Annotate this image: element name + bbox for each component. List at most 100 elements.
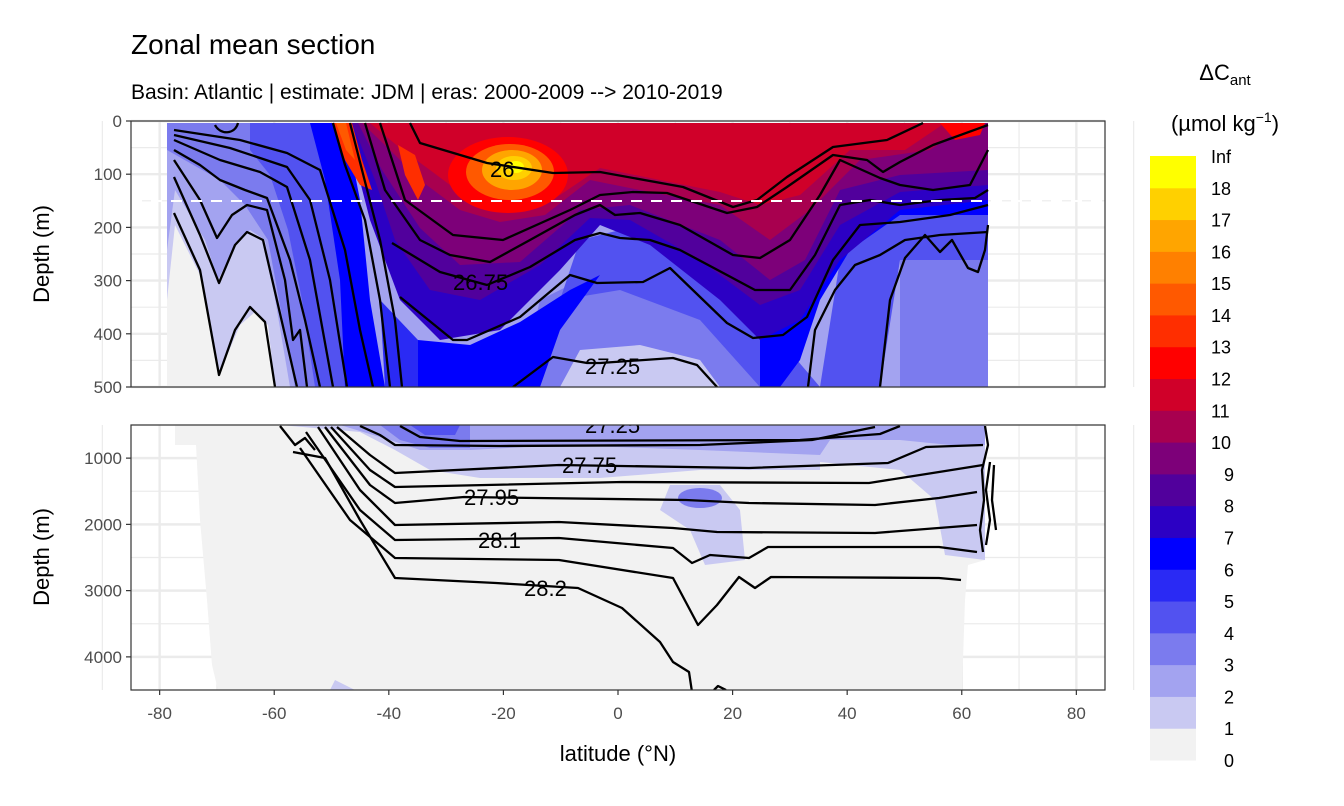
x-tick-label: -20	[491, 704, 516, 723]
contour-line-27-95	[324, 426, 978, 507]
legend-color-key	[1150, 537, 1196, 570]
contour-line-27-25	[512, 355, 718, 387]
fill-0-1	[167, 225, 275, 387]
x-tick-label: 0	[613, 704, 622, 723]
fill-1-2	[660, 485, 745, 565]
legend-color-key	[1150, 601, 1196, 634]
y-tick-label: 100	[94, 165, 122, 184]
x-tick-label: -60	[262, 704, 287, 723]
contour-label: 27.25	[585, 413, 640, 438]
contour-line	[978, 425, 990, 553]
y-tick-label: 500	[94, 378, 122, 397]
legend-break-label: 14	[1211, 306, 1231, 326]
fill-6-7	[310, 123, 385, 387]
contour-line	[331, 122, 392, 387]
legend-title: ΔCant	[1199, 60, 1251, 89]
contour-line	[359, 425, 876, 448]
contour-label: 26	[490, 157, 514, 182]
contour-label: 26.75	[453, 270, 508, 295]
contour-line	[172, 212, 277, 387]
legend-break-label: 16	[1211, 242, 1231, 262]
legend-break-label: 11	[1211, 401, 1230, 421]
contour-line	[172, 176, 299, 387]
legend-color-key	[1150, 505, 1196, 538]
contour-line	[363, 122, 990, 264]
legend-break-label: 3	[1224, 656, 1234, 676]
contour-line	[299, 447, 962, 627]
legend-color-key	[1150, 473, 1196, 507]
legend-break-label: 2	[1224, 687, 1234, 707]
fill-1-2	[280, 425, 985, 560]
lower-panel: 27.25 27.75 27.95 28.1 28.2	[101, 413, 1135, 691]
legend-color-key	[1150, 187, 1196, 221]
fill-4-5	[410, 425, 460, 435]
contour-line-26-75	[391, 189, 989, 292]
contour-line	[399, 203, 989, 342]
fill-3-4	[678, 488, 722, 508]
fill-5-6	[380, 300, 418, 387]
legend-color-key	[1150, 410, 1196, 443]
fill-12-13	[940, 123, 985, 140]
contour-line	[378, 122, 989, 242]
fill-13-14	[398, 145, 425, 200]
legend-color-key	[1150, 219, 1196, 252]
legend-color-key	[1150, 696, 1196, 729]
lower-density-contours	[279, 425, 998, 690]
legend-color-key	[1150, 442, 1196, 475]
x-tick-label: 40	[838, 704, 857, 723]
contour-label: 27.75	[562, 453, 617, 478]
y-tick-label: 400	[94, 325, 122, 344]
y-tick-label: 200	[94, 218, 122, 237]
contour-line	[878, 224, 990, 387]
contour-line	[990, 464, 998, 531]
contour-line-28-2	[292, 450, 693, 690]
fill-1-2	[330, 680, 355, 690]
x-tick-label: 20	[723, 704, 742, 723]
y-tick-label: 1000	[84, 449, 122, 468]
x-tick-label: -80	[147, 704, 172, 723]
legend-break-label: Inf	[1211, 147, 1232, 167]
contour-line	[173, 138, 335, 387]
fill-4-5	[560, 225, 820, 387]
legend-break-label: 4	[1224, 624, 1234, 644]
legend-break-label: 9	[1224, 465, 1234, 485]
legend-break-label: 7	[1224, 528, 1234, 548]
x-axis-title: latitude (°N)	[560, 741, 676, 766]
color-legend: ΔCant (µmol kg−1) 0123456789101112131415…	[1150, 60, 1279, 771]
legend-color-key	[1150, 378, 1196, 411]
contour-label: 27.25	[585, 354, 640, 379]
legend-unit: (µmol kg−1)	[1171, 109, 1279, 136]
fill-14-15	[336, 123, 355, 160]
legend-break-label: 10	[1211, 433, 1231, 453]
legend-color-key	[1150, 251, 1196, 284]
contour-line-28-1	[305, 431, 978, 565]
legend-break-label: 18	[1211, 179, 1231, 199]
x-tick-label: 80	[1067, 704, 1086, 723]
chart-title: Zonal mean section	[131, 29, 375, 60]
contour-line	[713, 684, 727, 690]
legend-color-key	[1150, 346, 1196, 380]
upper-density-contours	[172, 121, 990, 387]
contour-line	[984, 461, 992, 546]
contour-line	[348, 122, 404, 387]
legend-break-label: 15	[1211, 274, 1231, 294]
upper-panel-border	[130, 120, 1106, 388]
lower-y-axis-title: Depth (m)	[29, 508, 54, 606]
legend-color-key	[1150, 283, 1196, 316]
contour-line	[173, 149, 322, 387]
contour-label: 28.2	[524, 576, 567, 601]
y-tick-label: 3000	[84, 582, 122, 601]
contour-line	[173, 133, 349, 387]
legend-break-label: 12	[1211, 370, 1231, 390]
legend-color-key	[1150, 314, 1196, 348]
upper-panel: 26 26.75 27.25	[101, 119, 1135, 389]
legend-break-label: 8	[1224, 497, 1234, 517]
contour-line	[173, 159, 309, 387]
chart-subtitle: Basin: Atlantic | estimate: JDM | eras: …	[131, 81, 723, 104]
contour-line-27-25	[399, 425, 901, 443]
contour-line	[317, 426, 978, 535]
legend-break-label: 17	[1211, 211, 1231, 231]
contour-line	[213, 122, 240, 134]
